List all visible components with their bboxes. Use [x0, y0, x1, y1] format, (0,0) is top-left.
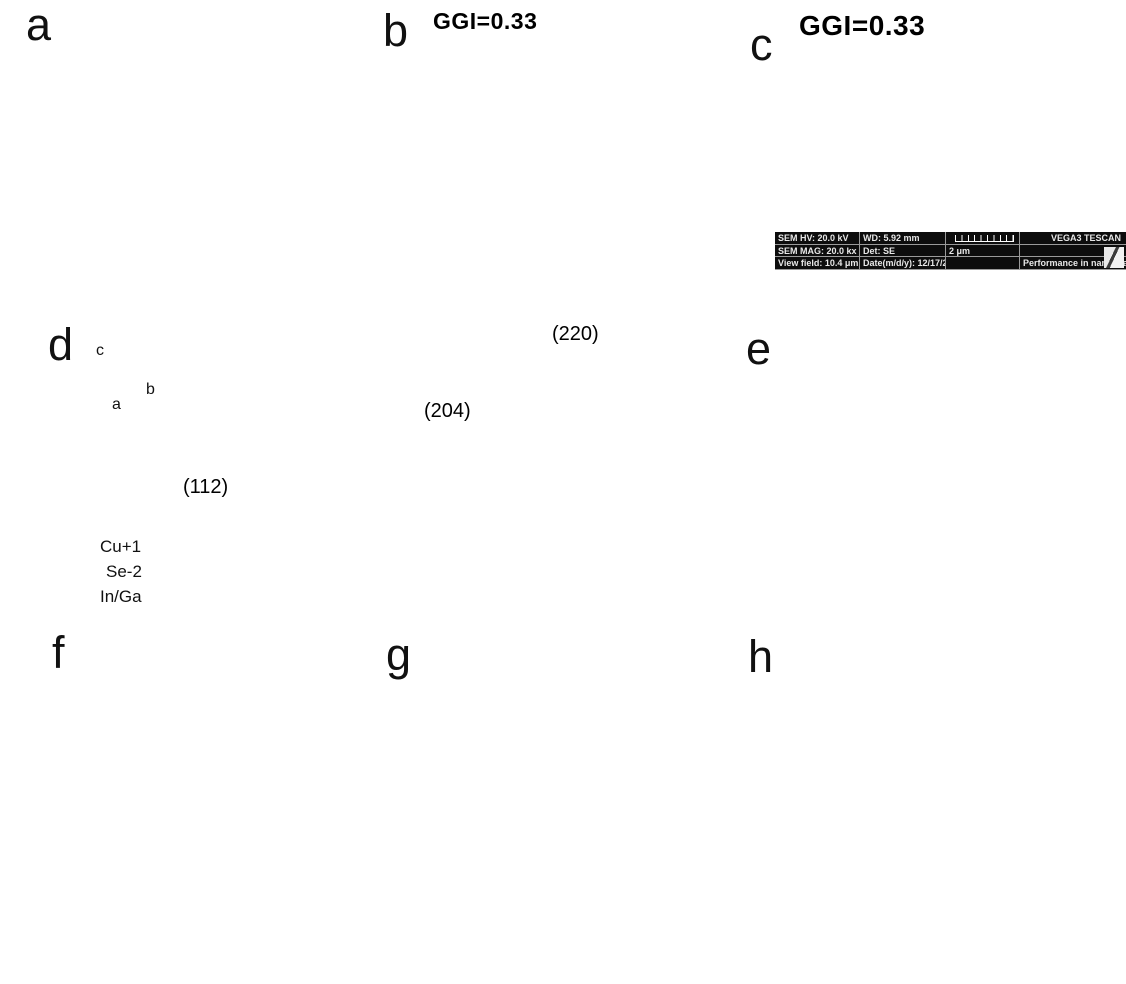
- legend-label-inga: In/Ga: [100, 587, 142, 606]
- sem-scalebar-cell: [946, 232, 1020, 245]
- legend-row-cu: Cu+1: [80, 537, 142, 557]
- sem-scale-label: 2 μm: [946, 244, 1020, 258]
- sem-info-bar: SEM HV: 20.0 kV WD: 5.92 mm VEGA3 TESCAN…: [775, 232, 1126, 270]
- scale-bar: [955, 235, 1014, 242]
- inga-atom-icon: [80, 591, 93, 604]
- sem-wd-value: WD: 5.92 mm: [860, 232, 946, 245]
- legend-row-inga: In/Ga: [80, 587, 142, 607]
- crystal-axis-b-label: b: [146, 381, 155, 398]
- sem-vendor: VEGA3 TESCAN: [1020, 232, 1126, 245]
- sem-det-value: Det: SE: [860, 244, 946, 258]
- ggi-label-b: GGI=0.33: [433, 8, 538, 34]
- panel-b-sem-and-linescan: [380, 0, 740, 300]
- plane-204-label: (204): [424, 400, 471, 422]
- crystal-axis-c-label: c: [96, 342, 104, 359]
- crystal-legend: Cu+1 Se-2 In/Ga: [80, 537, 142, 607]
- sem-empty-cell2: [946, 257, 1020, 270]
- ggi-label-c: GGI=0.33: [799, 10, 926, 41]
- crystal-axis-a-label: a: [112, 396, 121, 413]
- legend-label-cu: Cu+1: [100, 537, 142, 556]
- panel-g-current-chart: [380, 630, 740, 984]
- panel-d-letter: d: [48, 319, 74, 370]
- legend-row-se: Se-2: [80, 560, 142, 584]
- panel-b-letter: b: [383, 5, 409, 56]
- panel-a-letter: a: [26, 0, 52, 50]
- panel-c-letter: c: [750, 19, 773, 70]
- tescan-logo-icon: [1104, 247, 1124, 268]
- sem-tagline: Performance in nanospace: [1020, 257, 1126, 270]
- panel-f-letter: f: [52, 627, 65, 678]
- panel-f-raman-chart: [0, 630, 380, 984]
- sem-date: Date(m/d/y): 12/17/20: [860, 257, 946, 270]
- sem-mag-value: SEM MAG: 20.0 kx: [775, 244, 860, 258]
- se-atom-icon: [75, 560, 99, 584]
- panel-h-letter: h: [748, 631, 774, 682]
- panel-g-letter: g: [386, 629, 412, 680]
- sem-empty-cell: [1020, 245, 1126, 258]
- sem-hv-value: SEM HV: 20.0 kV: [775, 232, 860, 245]
- panel-e-xrd-chart: [740, 290, 1126, 630]
- panel-h-jv-chart: [740, 630, 1126, 984]
- plane-220-label: (220): [552, 323, 599, 345]
- plane-112-label: (112): [183, 476, 229, 498]
- legend-label-se: Se-2: [106, 562, 142, 581]
- cu-atom-icon: [80, 541, 93, 554]
- panel-a-chart: [0, 0, 380, 300]
- panel-e-letter: e: [746, 323, 772, 374]
- sem-viewfield: View field: 10.4 μm: [775, 257, 860, 270]
